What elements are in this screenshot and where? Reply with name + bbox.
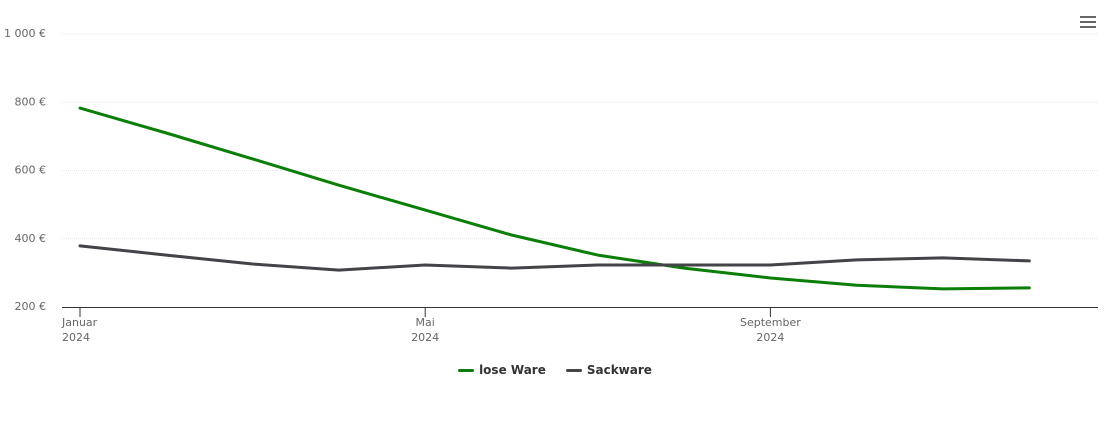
y-tick-label: 600 € <box>15 164 47 177</box>
series-line <box>78 106 1031 291</box>
menu-button[interactable] <box>1078 14 1098 32</box>
legend-swatch <box>458 369 475 372</box>
legend: lose Ware Sackware <box>0 363 1110 377</box>
x-tick-label: September 2024 <box>739 316 801 344</box>
legend-item[interactable]: lose Ware <box>458 363 546 377</box>
menu-bar[interactable] <box>1080 16 1096 18</box>
series-line <box>78 244 1031 272</box>
x-tick-label: Mai 2024 <box>411 316 440 344</box>
y-tick-label: 200 € <box>15 300 47 313</box>
legend-item[interactable]: Sackware <box>565 363 652 377</box>
x-tick-label: Januar 2024 <box>62 316 98 344</box>
menu-bar[interactable] <box>1080 21 1096 23</box>
legend-label: Sackware <box>586 363 652 377</box>
y-tick-label: 800 € <box>15 95 47 108</box>
menu-bar[interactable] <box>1080 26 1096 28</box>
legend-label: lose Ware <box>479 363 546 377</box>
y-tick-label: 400 € <box>15 232 47 245</box>
legend-swatch <box>565 369 582 372</box>
y-tick-label: 1 000 € <box>4 27 46 40</box>
